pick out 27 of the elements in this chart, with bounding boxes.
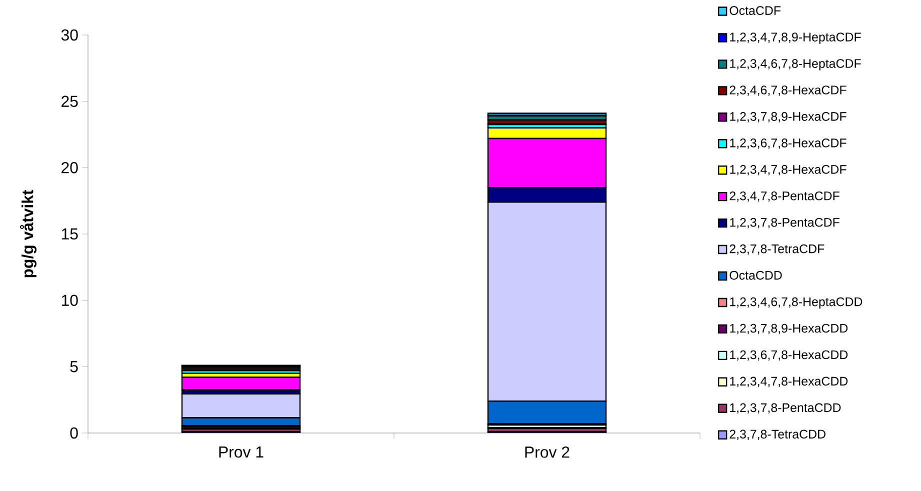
legend-label: 1,2,3,6,7,8-HexaCDD bbox=[730, 350, 848, 361]
legend-label: 1,2,3,7,8,9-HexaCDD bbox=[730, 324, 848, 334]
y-tick-label: 5 bbox=[70, 361, 78, 372]
legend-label: 2,3,4,6,7,8-HexaCDF bbox=[730, 86, 846, 96]
legend-label: OctaCDD bbox=[730, 270, 782, 280]
legend-label: 1,2,3,4,7,8,9-HeptaCDF bbox=[730, 32, 861, 44]
x-tick-label: Prov 2 bbox=[525, 446, 570, 458]
legend-label: 1,2,3,7,8-PentaCDD bbox=[730, 403, 841, 414]
y-tick-label: 20 bbox=[62, 162, 78, 174]
legend-label: 1,2,3,7,8-PentaCDF bbox=[730, 218, 840, 228]
y-tick-label: 10 bbox=[62, 294, 78, 306]
legend-label: 1,2,3,4,6,7,8-HeptaCDF bbox=[730, 59, 861, 70]
legend-label: 1,2,3,6,7,8-HexaCDF bbox=[730, 138, 846, 149]
y-tick-label: 15 bbox=[62, 228, 78, 240]
legend-label: 1,2,3,4,6,7,8-HeptaCDD bbox=[730, 297, 862, 309]
legend-label: OctaCDF bbox=[730, 6, 781, 15]
legend-label: 1,2,3,4,7,8-HexaCDD bbox=[730, 376, 848, 388]
y-tick-label: 0 bbox=[70, 427, 78, 439]
y-axis-title: pg/g våtvikt bbox=[20, 190, 36, 278]
x-tick-label: Prov 1 bbox=[219, 446, 264, 458]
legend-label: 2,3,4,7,8-PentaCDF bbox=[730, 191, 840, 202]
legend-label: 2,3,7,8-TetraCDD bbox=[730, 430, 826, 440]
y-tick-label: 25 bbox=[62, 96, 78, 107]
legend-label: 1,2,3,4,7,8-HexaCDF bbox=[730, 165, 846, 176]
legend-label: 2,3,7,8-TetraCDF bbox=[730, 244, 824, 255]
legend-label: 1,2,3,7,8,9-HexaCDF bbox=[730, 112, 846, 122]
y-tick-label: 30 bbox=[61, 29, 78, 41]
